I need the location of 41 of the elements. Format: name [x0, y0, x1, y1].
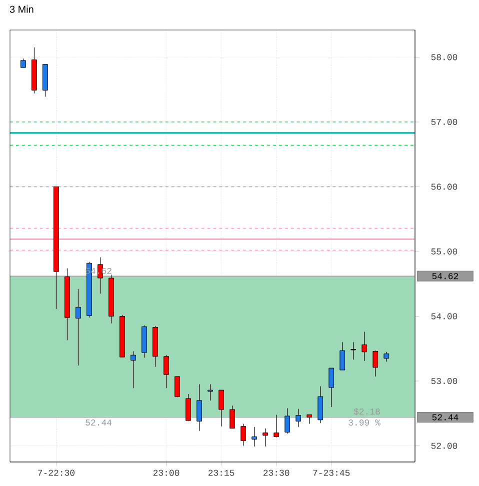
x-tick-label: 7-22:30	[38, 470, 74, 476]
annotation: 3.99 %	[348, 419, 380, 426]
x-tick-label: 7-23:45	[313, 470, 350, 476]
ref-line-label: 52.44	[432, 414, 458, 420]
x-tick-label: 23:15	[208, 470, 234, 476]
annotation: 52.44	[86, 419, 112, 426]
candlestick	[306, 414, 312, 424]
candlestick	[76, 288, 81, 366]
candlestick	[340, 342, 346, 370]
candlestick	[186, 394, 191, 422]
x-tick-label: 23:30	[264, 470, 290, 476]
candlestick	[196, 384, 202, 432]
candlestick	[174, 376, 180, 398]
candlestick	[230, 405, 235, 429]
candlestick	[130, 350, 136, 388]
y-tick-label: 52.00	[431, 442, 458, 449]
candlestick	[362, 332, 368, 362]
candlestick	[328, 368, 334, 408]
y-tick-label: 53.00	[431, 378, 458, 384]
candlestick	[20, 58, 26, 68]
y-tick-label: 57.00	[431, 118, 458, 126]
y-tick-label: 55.00	[431, 248, 458, 255]
candlestick	[284, 408, 290, 434]
candlestick	[350, 342, 356, 360]
candlestick	[274, 414, 279, 438]
candlestick	[218, 390, 224, 427]
ref-line-label: 54.62	[432, 273, 458, 280]
y-tick-label: 56.00	[431, 184, 458, 190]
candlestick	[318, 386, 324, 424]
annotation: $2.18	[354, 408, 380, 416]
chart-title: 3 Min	[10, 6, 34, 13]
candlestick	[296, 408, 302, 428]
y-tick-label: 58.00	[431, 54, 458, 60]
candlestick	[252, 426, 257, 447]
candlestick	[240, 423, 246, 446]
candlestick	[384, 352, 390, 362]
candlestick	[164, 354, 169, 388]
x-tick-label: 23:00	[153, 470, 180, 476]
candlestick	[262, 428, 268, 447]
y-tick-label: 54.00	[431, 313, 458, 320]
candlestick	[372, 350, 378, 377]
